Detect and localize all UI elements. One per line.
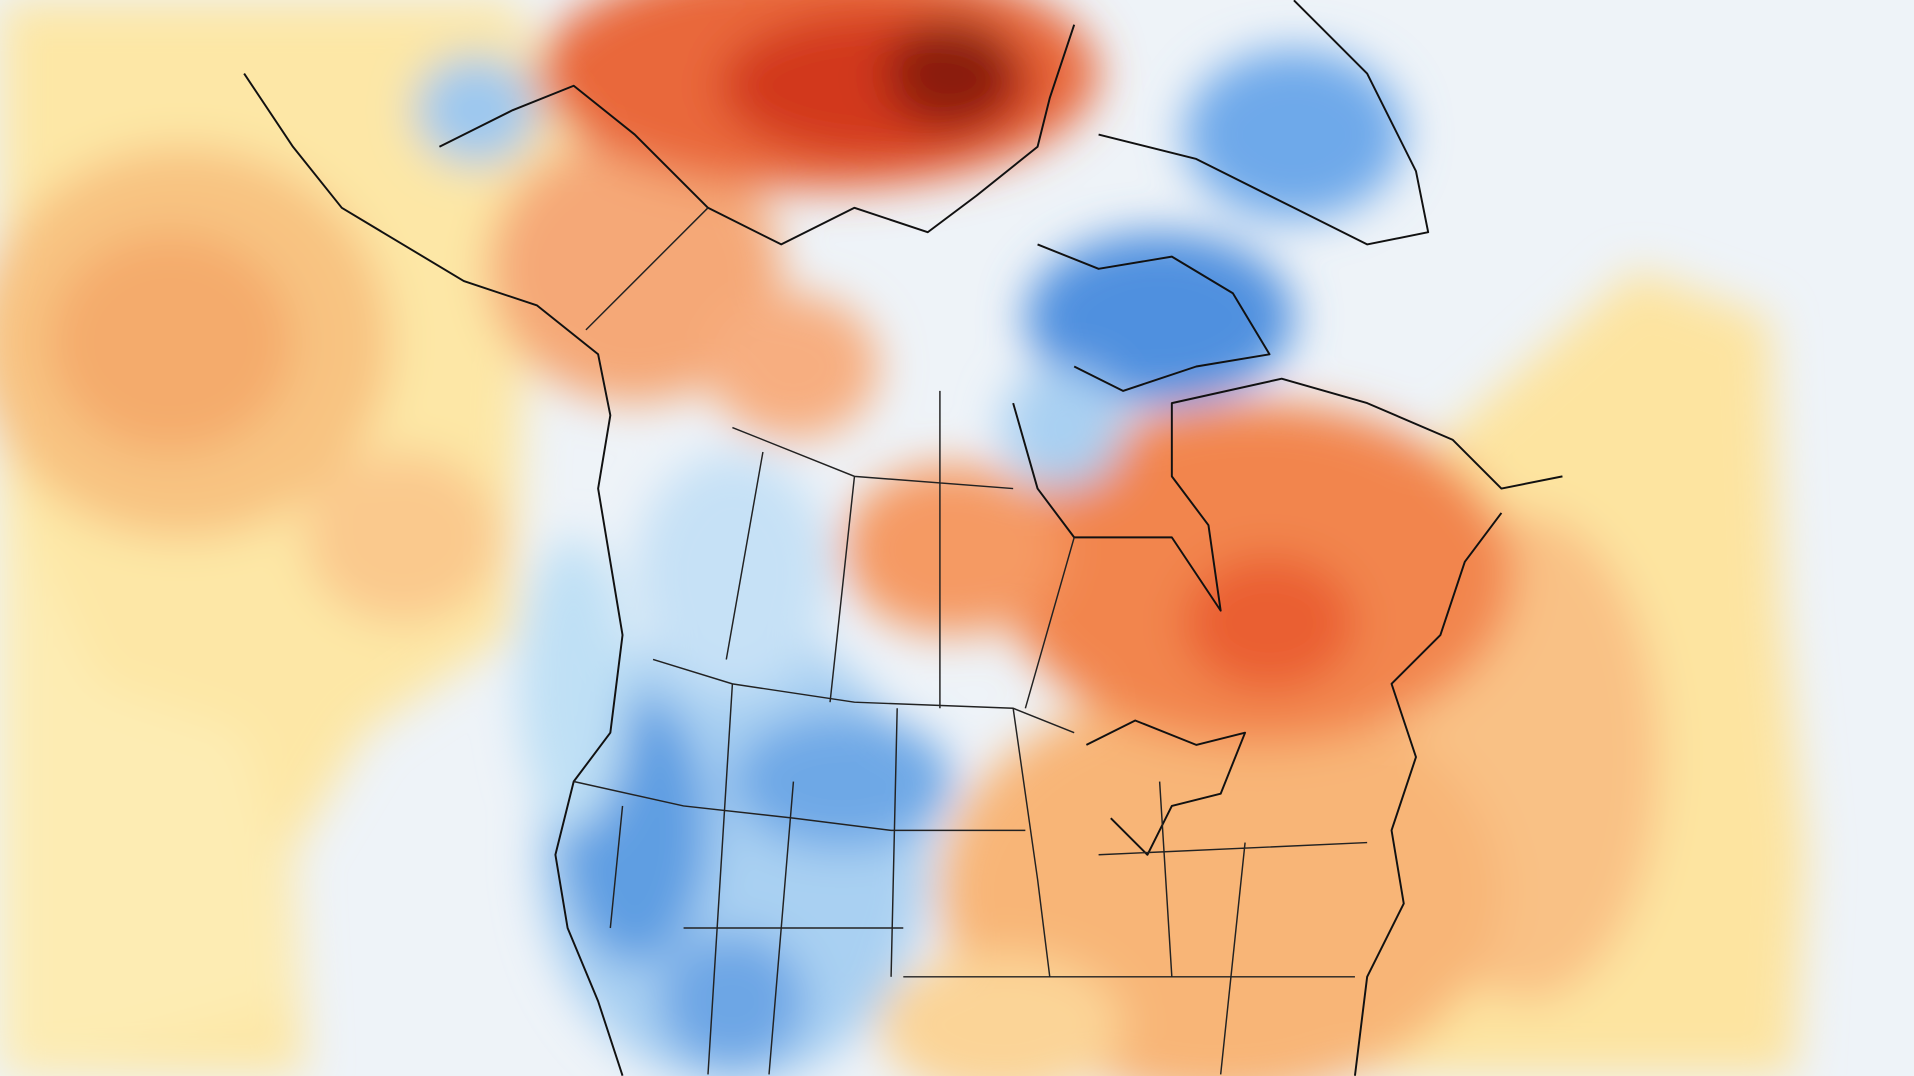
bering-cool xyxy=(415,55,538,166)
pacific-coast xyxy=(243,72,624,1076)
borders xyxy=(573,207,1368,1075)
alberta-cool xyxy=(634,451,831,697)
hudson-cool xyxy=(1000,366,1124,489)
arctic-coast xyxy=(439,24,1076,246)
southern-plains-warm xyxy=(878,952,1123,1076)
atlantic-coast xyxy=(1353,512,1503,1076)
province-lines xyxy=(585,207,1075,709)
arctic-core xyxy=(884,18,1020,129)
nwt-warm xyxy=(707,293,879,440)
hudson-coast xyxy=(1012,377,1563,612)
southwest-cold xyxy=(659,934,806,1069)
pacific-warm-south xyxy=(0,464,293,1075)
greenland-cold xyxy=(1184,49,1404,221)
rockies-cold xyxy=(732,714,953,849)
greenland-coast xyxy=(1098,0,1430,246)
coast-cool xyxy=(518,537,629,831)
state-lines xyxy=(573,683,1368,1075)
yukon-warm xyxy=(488,134,782,404)
anomaly-field xyxy=(0,0,1807,1076)
quebec-core xyxy=(1184,555,1355,690)
us-canada-border xyxy=(652,658,1075,734)
pacific-orange-core xyxy=(48,232,293,452)
baffin-coast xyxy=(1037,243,1271,392)
coastlines xyxy=(243,0,1563,1076)
baffin-cold xyxy=(1025,232,1294,404)
great-lakes xyxy=(1085,719,1247,856)
pacific-orange-east xyxy=(305,451,501,623)
prairies-warm xyxy=(842,464,1062,636)
